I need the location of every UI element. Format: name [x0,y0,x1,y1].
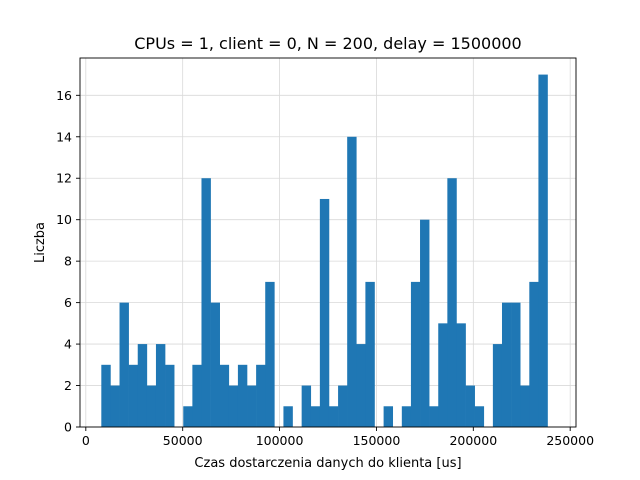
x-tick-label: 0 [82,433,90,448]
histogram-bar [410,281,421,427]
histogram-bar [155,344,166,427]
histogram-bar [201,178,211,427]
y-tick-label: 0 [64,420,72,435]
histogram-bar [146,385,157,427]
x-axis-label: Czas dostarczenia danych do klienta [us] [194,456,461,471]
histogram-bar [456,323,466,427]
histogram-bar [501,302,512,427]
histogram-bar [247,385,257,427]
histogram-bar [219,364,230,427]
histogram-bar [347,136,357,428]
y-tick-label: 14 [56,129,72,144]
histogram-bar [420,219,430,427]
y-tick-label: 16 [56,88,72,103]
y-tick-label: 12 [56,171,72,186]
histogram-bar [301,385,312,427]
histogram-bar [210,302,220,427]
y-tick-label: 4 [64,337,72,352]
histogram-bar [429,406,439,427]
x-tick-label: 200000 [449,433,497,448]
histogram-bar [119,302,129,427]
x-tick-label: 100000 [256,433,304,448]
histogram-bar [365,281,375,427]
histogram-bar [529,281,539,427]
y-tick-label: 10 [56,212,72,227]
histogram-bar [237,364,248,427]
histogram-bar [228,385,239,427]
histogram-bar [310,406,321,427]
histogram-bar [165,364,175,427]
histogram-bar [319,198,330,427]
histogram-bar [110,385,120,427]
histogram-bar [356,344,366,427]
y-tick-label: 8 [64,254,72,269]
histogram-bar [137,344,148,427]
histogram-bar [328,406,339,427]
histogram-bar [511,302,521,427]
histogram-bar [101,364,111,427]
x-tick-label: 50000 [163,433,203,448]
histogram-bars [101,74,548,428]
histogram-bar [474,406,485,427]
y-axis-label: Liczba [33,222,48,263]
x-tick-label: 150000 [353,433,401,448]
y-axis-ticks: 0 2 4 6 8 10 12 14 16 [56,88,80,435]
histogram-bar [192,364,202,427]
x-tick-label: 250000 [546,433,594,448]
histogram-bar [401,406,412,427]
histogram-bar [265,281,275,427]
histogram-bar [338,385,348,427]
x-axis-ticks: 0 50000 100000 150000 200000 250000 [82,427,594,448]
histogram-bar [520,385,530,427]
histogram-bar [538,74,548,428]
histogram-bar [438,323,448,427]
histogram-bar [128,364,139,427]
histogram-bar [492,344,503,427]
histogram-bar [383,406,394,427]
y-tick-label: 6 [64,295,72,310]
histogram-bar [465,385,475,427]
plot-frame [79,57,577,428]
chart-title: CPUs = 1, client = 0, N = 200, delay = 1… [134,34,521,53]
y-tick-label: 2 [64,378,72,393]
histogram-bar [183,406,193,427]
histogram-bar [447,178,457,427]
histogram-bar [256,364,266,427]
histogram-bar [283,406,293,427]
